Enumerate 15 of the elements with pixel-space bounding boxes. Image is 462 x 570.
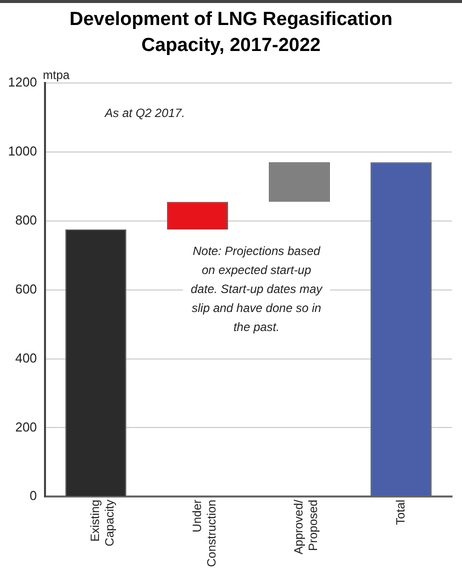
y-tick-label: 800 (15, 212, 37, 228)
annotation: As at Q2 2017. (104, 106, 185, 120)
y-tick-label: 600 (15, 281, 37, 296)
x-tick-label: Under Construction (190, 500, 218, 568)
y-tick-label: 1000 (8, 144, 37, 159)
y-tick-label: 0 (30, 488, 37, 504)
x-tick-label: Approved/ Proposed (292, 498, 320, 554)
y-tick-label: 200 (15, 419, 37, 434)
y-tick-label: 1200 (8, 74, 37, 90)
x-tick-label: Existing Capacity (88, 500, 117, 546)
y-tick-label: 400 (15, 350, 37, 366)
chart-title: Development of LNG Regasification Capacity, 2017-2022 (0, 0, 462, 65)
y-axis-title: mtpa (42, 68, 70, 82)
annotation: Note: Projections based on expected start-up date. Start-up dates may slip and have done so in the past. (190, 244, 324, 334)
x-tick-label: Total (393, 500, 408, 525)
